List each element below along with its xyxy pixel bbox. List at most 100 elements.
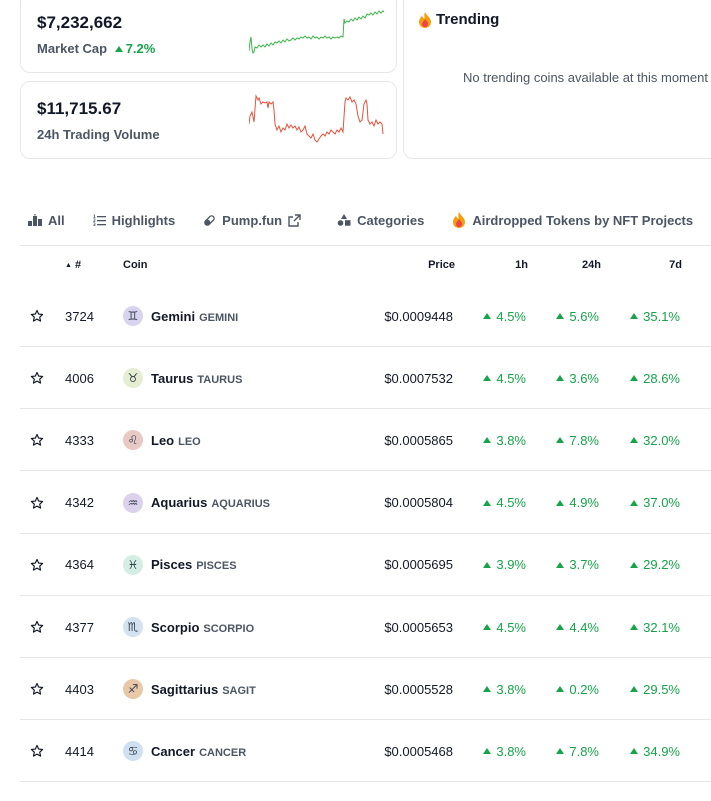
coin-rank: 4364 [65, 557, 94, 573]
change-24h: 7.8% [556, 409, 599, 471]
podium-icon [28, 214, 42, 226]
coin-link[interactable]: ♒ Aquarius AQUARIUS [123, 472, 270, 534]
change-1h-value: 3.9% [496, 557, 526, 573]
market-cap-change-value: 7.2% [125, 41, 156, 56]
sort-ascending-icon: ▲ [65, 262, 72, 269]
trending-title: Trending [418, 11, 499, 28]
coin-logo: ♓ [123, 554, 143, 575]
change-1h: 4.5% [483, 596, 526, 658]
coin-price: $0.0005528 [384, 681, 453, 697]
coin-column-header[interactable]: Coin [123, 259, 148, 271]
coin-rank: 4006 [65, 370, 94, 386]
table-row[interactable]: 4342 ♒ Aquarius AQUARIUS $0.0005804 4.5% 4.9% 3… [20, 472, 711, 534]
caret-up-icon [556, 499, 565, 506]
coin-link[interactable]: ♋ Cancer CANCER [123, 720, 246, 782]
list-icon: 1 2 3 [93, 214, 106, 226]
coin-rank: 4403 [65, 681, 94, 697]
caret-up-icon [483, 686, 492, 693]
caret-up-icon [630, 748, 639, 755]
star-icon[interactable] [28, 347, 46, 409]
coin-rank: 4377 [65, 619, 94, 635]
star-icon[interactable] [28, 658, 46, 720]
fire-icon [419, 11, 431, 28]
table-row[interactable]: 4414 ♋ Cancer CANCER $0.0005468 3.8% 7.8% 34.9% [20, 720, 711, 783]
caret-up-icon [630, 313, 639, 319]
change-1h-value: 4.5% [496, 370, 526, 386]
change-1h-value: 3.8% [496, 432, 526, 448]
24h-column-header[interactable]: 24h [582, 259, 601, 271]
tab-all[interactable]: All [28, 206, 65, 234]
volume-card: $11,715.67 24h Trading Volume [20, 81, 397, 159]
coin-link[interactable]: ♉ Taurus TAURUS [123, 347, 242, 409]
change-7d-value: 29.2% [643, 557, 680, 573]
coin-logo: ♊ [123, 306, 143, 326]
market-cap-label-text: Market Cap [37, 41, 108, 56]
rank-column-header[interactable]: ▲ # [65, 259, 81, 271]
caret-up-icon [483, 313, 492, 319]
star-icon[interactable] [28, 720, 46, 782]
7d-column-header[interactable]: 7d [669, 259, 682, 271]
table-row[interactable]: 4403 ♐ Sagittarius SAGIT $0.0005528 3.8% 0.2% 2… [20, 658, 711, 721]
change-7d-value: 28.6% [643, 370, 680, 386]
coin-name: Cancer [151, 743, 196, 759]
change-1h: 4.5% [483, 472, 526, 534]
coin-price: $0.0005653 [384, 619, 453, 635]
change-24h-value: 7.8% [569, 432, 599, 448]
1h-column-header[interactable]: 1h [515, 259, 528, 271]
change-7d: 34.9% [630, 720, 680, 782]
coin-symbol: GEMINI [199, 311, 239, 324]
svg-text:1: 1 [93, 214, 96, 219]
star-icon[interactable] [28, 409, 46, 471]
change-1h-value: 4.5% [496, 308, 526, 324]
coin-name: Leo [151, 432, 175, 448]
change-24h: 4.9% [556, 472, 599, 534]
star-icon[interactable] [28, 285, 46, 347]
tab-all-label: All [48, 212, 65, 228]
coin-link[interactable]: ♌ Leo LEO [123, 409, 201, 471]
market-cap-card: $7,232,662 Market Cap 7.2% [20, 0, 397, 73]
change-1h-value: 4.5% [496, 495, 526, 511]
change-7d-value: 35.1% [643, 308, 680, 324]
tab-categories[interactable]: Categories [337, 206, 424, 234]
tab-airdropped-tokens[interactable]: Airdropped Tokens by NFT Projects [452, 206, 693, 234]
change-24h: 7.8% [556, 720, 599, 782]
star-icon[interactable] [28, 534, 46, 596]
star-icon[interactable] [28, 472, 46, 534]
coin-symbol: SAGIT [222, 684, 256, 697]
coin-logo: ♋ [123, 741, 143, 762]
table-row[interactable]: 4364 ♓ Pisces PISCES $0.0005695 3.9% 3.7% 29.2% [20, 534, 711, 596]
table-row[interactable]: 4006 ♉ Taurus TAURUS $0.0007532 4.5% 3.6% 28.6% [20, 347, 711, 410]
trending-empty-message: No trending coins available at this mome… [463, 70, 708, 85]
coin-link[interactable]: ♐ Sagittarius SAGIT [123, 658, 256, 720]
coin-rank: 3724 [65, 308, 94, 324]
change-1h: 3.9% [483, 534, 526, 596]
caret-up-icon [630, 624, 639, 630]
change-1h: 3.8% [483, 720, 526, 782]
caret-up-icon [483, 499, 492, 506]
trending-title-text: Trending [436, 11, 500, 28]
caret-up-icon [114, 46, 123, 52]
change-24h: 3.6% [556, 347, 599, 409]
coin-logo: ♒ [123, 492, 143, 513]
coin-name: Sagittarius [151, 681, 219, 697]
trending-card: Trending No trending coins available at … [403, 0, 711, 159]
table-row[interactable]: 3724 ♊ Gemini GEMINI $0.0009448 4.5% 5.6% 35.1% [20, 285, 711, 347]
change-24h-value: 0.2% [569, 681, 599, 697]
table-row[interactable]: 4333 ♌ Leo LEO $0.0005865 3.8% 7.8% 32.0% [20, 409, 711, 472]
coin-logo: ♏ [123, 617, 143, 637]
shapes-icon [337, 214, 351, 226]
coin-link[interactable]: ♓ Pisces PISCES [123, 534, 237, 596]
tab-highlights[interactable]: 1 2 3 Highlights [93, 206, 176, 234]
caret-up-icon [556, 748, 565, 755]
price-column-header[interactable]: Price [428, 259, 455, 271]
caret-up-icon [556, 624, 565, 630]
coin-link[interactable]: ♊ Gemini GEMINI [123, 285, 238, 347]
coin-rank: 4333 [65, 432, 94, 448]
change-7d: 29.5% [630, 658, 680, 720]
caret-up-icon [556, 313, 565, 319]
tab-pump-fun[interactable]: Pump.fun [203, 206, 301, 234]
change-24h-value: 3.6% [569, 370, 599, 386]
star-icon[interactable] [28, 596, 46, 658]
coin-link[interactable]: ♏ Scorpio SCORPIO [123, 596, 254, 658]
table-row[interactable]: 4377 ♏ Scorpio SCORPIO $0.0005653 4.5% 4.4% 32.… [20, 596, 711, 658]
